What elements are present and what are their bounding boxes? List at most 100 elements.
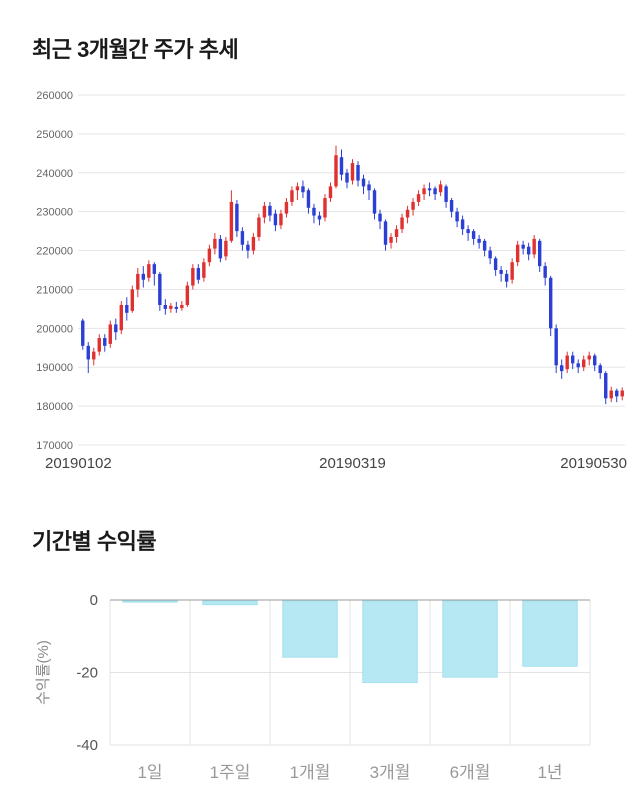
y-axis-tick-label: 0 bbox=[90, 592, 98, 609]
candle-body bbox=[444, 186, 448, 202]
candle-body bbox=[499, 270, 503, 274]
y-axis-tick-label: -20 bbox=[76, 665, 98, 682]
category-label: 1개월 bbox=[290, 763, 331, 782]
candle-body bbox=[466, 229, 470, 234]
candle-body bbox=[521, 244, 525, 249]
candle-body bbox=[559, 365, 564, 372]
category-label: 3개월 bbox=[370, 763, 411, 782]
category-label: 1년 bbox=[537, 763, 562, 782]
candle-body bbox=[367, 184, 371, 191]
candle-body bbox=[504, 273, 509, 282]
candle-body bbox=[576, 363, 580, 368]
category-label: 1주일 bbox=[210, 763, 251, 782]
return-bar bbox=[442, 600, 498, 678]
candle-body bbox=[323, 198, 327, 218]
candle-body bbox=[97, 338, 101, 352]
candle-body bbox=[147, 264, 151, 278]
candle-body bbox=[350, 163, 355, 181]
y-axis-title: 수익률(%) bbox=[35, 640, 52, 705]
candle-body bbox=[554, 328, 558, 366]
candle-body bbox=[361, 178, 366, 187]
candle-body bbox=[449, 200, 454, 212]
x-axis-date-label: 20190530 bbox=[560, 455, 627, 470]
return-bar bbox=[282, 600, 338, 658]
candle-body bbox=[295, 186, 300, 191]
candle-body bbox=[582, 359, 586, 368]
candle-body bbox=[405, 209, 410, 218]
candle-body bbox=[229, 201, 234, 241]
candle-body bbox=[532, 238, 536, 255]
candle-body bbox=[191, 268, 195, 286]
candle-body bbox=[537, 240, 542, 267]
y-axis-tick-label: 180000 bbox=[36, 401, 73, 413]
return-bar bbox=[522, 600, 578, 667]
candle-body bbox=[268, 205, 272, 216]
candle-body bbox=[394, 229, 399, 237]
candle-body bbox=[339, 157, 344, 175]
y-axis-tick-label: 200000 bbox=[36, 323, 73, 335]
candle-body bbox=[92, 351, 96, 360]
candle-body bbox=[235, 203, 239, 232]
candlestick-chart: 170000 180000 190000 200000 210000 220000 2300… bbox=[36, 90, 627, 470]
candle-body bbox=[185, 285, 190, 305]
candle-body bbox=[543, 266, 547, 278]
candle-body bbox=[593, 355, 597, 366]
return-bar bbox=[202, 600, 258, 606]
candle-body bbox=[114, 324, 118, 333]
x-axis-date-label: 20190319 bbox=[319, 455, 386, 470]
candle-body bbox=[510, 262, 514, 280]
candle-body bbox=[158, 273, 162, 305]
y-axis-tick-label: 240000 bbox=[36, 168, 73, 180]
candle-body bbox=[279, 213, 283, 226]
candle-body bbox=[615, 390, 619, 397]
candle-body bbox=[180, 305, 184, 309]
candle-body bbox=[306, 190, 311, 208]
candle-body bbox=[460, 219, 465, 230]
candle-body bbox=[598, 365, 602, 374]
candle-body bbox=[372, 190, 377, 214]
candle-body bbox=[240, 231, 245, 245]
candle-body bbox=[378, 213, 382, 222]
candle-body bbox=[174, 306, 179, 309]
candle-body bbox=[273, 213, 278, 226]
candle-body bbox=[81, 320, 85, 346]
candle-body bbox=[312, 207, 316, 216]
candle-body bbox=[290, 190, 294, 202]
y-axis-tick-label: 190000 bbox=[36, 362, 73, 374]
return-bar bbox=[122, 600, 178, 603]
candle-body bbox=[257, 217, 261, 237]
candle-body bbox=[416, 194, 421, 202]
candle-body bbox=[433, 188, 437, 195]
candle-body bbox=[438, 184, 443, 193]
candle-body bbox=[400, 217, 404, 230]
candle-body bbox=[86, 345, 90, 360]
candle-body bbox=[262, 205, 267, 218]
y-axis-tick-label: 220000 bbox=[36, 246, 73, 258]
candle-body bbox=[620, 390, 624, 397]
returns-bar-chart: 0 -20 -40 1일 1주일 1개월 3개월 6개월 1년 수익률(%) bbox=[35, 592, 591, 782]
candle-body bbox=[125, 305, 129, 313]
category-label: 1일 bbox=[137, 763, 162, 782]
price-chart-title: 최근 3개월간 주가 추세 bbox=[32, 37, 239, 62]
candle-body bbox=[471, 231, 476, 239]
candle-body bbox=[493, 258, 498, 270]
candle-body bbox=[488, 250, 492, 259]
candle-body bbox=[103, 338, 107, 346]
candle-body bbox=[169, 305, 173, 309]
candle-body bbox=[251, 236, 256, 251]
candle-body bbox=[163, 305, 168, 309]
y-axis-tick-label: 250000 bbox=[36, 129, 73, 141]
candle-body bbox=[455, 211, 459, 222]
candle-body bbox=[609, 390, 613, 399]
candle-body bbox=[119, 305, 123, 331]
candle-body bbox=[301, 186, 305, 193]
candle-body bbox=[389, 236, 393, 243]
candle-body bbox=[196, 268, 201, 280]
candle-body bbox=[565, 355, 569, 370]
y-axis-tick-label: 210000 bbox=[36, 284, 73, 296]
y-axis-tick-label: 170000 bbox=[36, 440, 73, 452]
candle-body bbox=[477, 238, 481, 243]
category-label: 6개월 bbox=[450, 763, 491, 782]
candle-body bbox=[548, 277, 553, 329]
candle-body bbox=[587, 355, 591, 360]
